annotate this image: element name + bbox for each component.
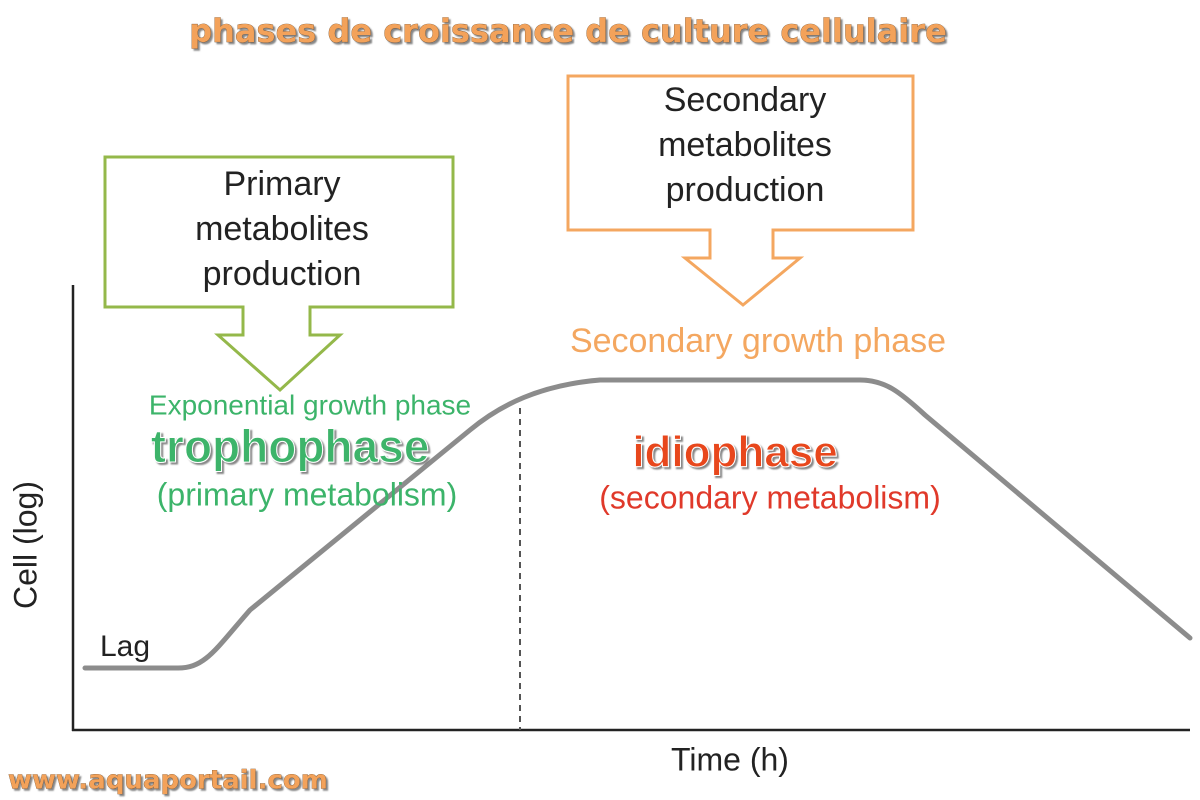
growth-curve <box>82 377 1193 671</box>
callout-text: Secondary <box>664 81 827 119</box>
phase-label: Exponential growth phase <box>149 389 471 420</box>
secondary-callout <box>566 74 915 307</box>
title: phases de croissance de culture cellulai… <box>189 12 947 50</box>
callout-text: production <box>203 255 362 293</box>
lag-label: Lag <box>100 630 150 663</box>
callout-text: Primary <box>223 165 340 203</box>
phase-name: idiophase <box>632 428 837 477</box>
phase-name: trophophase <box>151 420 430 472</box>
phase-note: (secondary metabolism) <box>599 479 940 515</box>
watermark: www.aquaportail.com <box>8 766 328 796</box>
primary-callout <box>103 155 455 393</box>
x-axis-label: Time (h) <box>671 741 789 777</box>
callout-text: production <box>666 171 825 209</box>
callout-text: metabolites <box>195 210 369 248</box>
callout-text: metabolites <box>658 126 832 164</box>
phase-label: Secondary growth phase <box>570 322 946 360</box>
y-axis-label: Cell (log) <box>7 481 43 609</box>
phase-note: (primary metabolism) <box>157 476 457 512</box>
